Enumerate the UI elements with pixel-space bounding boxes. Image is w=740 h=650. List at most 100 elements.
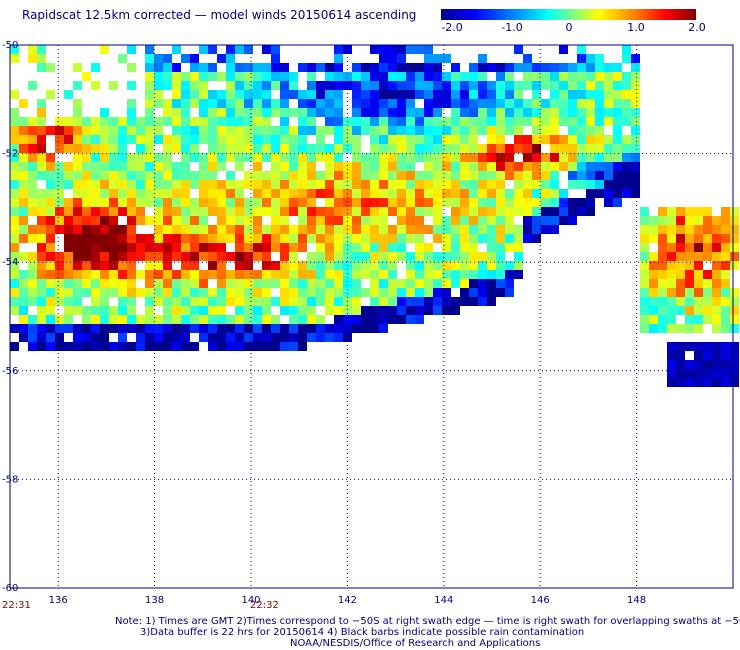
swath-cell [163,261,172,270]
swath-cell [190,243,199,252]
swath-cell [577,63,586,72]
swath-cell [271,234,280,243]
swath-cell [163,198,172,207]
swath-cell [190,288,199,297]
swath-cell [91,135,100,144]
swath-cell [334,225,343,234]
swath-cell [55,315,64,324]
swath-cell [415,279,424,288]
swath-cell [433,162,442,171]
swath-cell [487,180,496,189]
swath-cell [145,144,154,153]
swath-cell [406,297,415,306]
swath-cell [28,189,37,198]
swath-cell [550,180,559,189]
swath-cell [352,63,361,72]
swath-cell [217,270,226,279]
swath-cell [73,135,82,144]
swath-cell [442,54,451,63]
swath-cell [298,261,307,270]
swath-cell [244,72,253,81]
swath-cell [388,45,397,54]
swath-cell [109,144,118,153]
swath-cell [685,360,694,369]
swath-cell [352,135,361,144]
swath-cell [253,108,262,117]
swath-cell [181,162,190,171]
swath-cell [199,279,208,288]
swath-cell [433,270,442,279]
swath-cell [442,162,451,171]
swath-cell [514,162,523,171]
swath-cell [181,306,190,315]
swath-cell [523,198,532,207]
swath-cell [289,135,298,144]
swath-cell [190,198,199,207]
swath-cell [406,171,415,180]
swath-cell [289,90,298,99]
swath-cell [676,270,685,279]
swath-cell [325,252,334,261]
swath-cell [667,207,676,216]
swath-cell [595,117,604,126]
swath-cell [370,135,379,144]
swath-cell [451,153,460,162]
swath-cell [253,216,262,225]
swath-cell [280,279,289,288]
swath-cell [145,189,154,198]
swath-cell [415,243,424,252]
swath-cell [109,261,118,270]
swath-cell [208,72,217,81]
swath-cell [433,288,442,297]
swath-cell [82,234,91,243]
swath-cell [532,81,541,90]
swath-cell [406,225,415,234]
swath-cell [100,144,109,153]
swath-cell [343,315,352,324]
swath-cell [163,234,172,243]
swath-cell [397,162,406,171]
swath-cell [307,225,316,234]
swath-cell [667,315,676,324]
swath-cell [694,234,703,243]
swath-cell [145,108,154,117]
swath-cell [667,216,676,225]
swath-cell [433,63,442,72]
swath-cell [667,378,676,387]
swath-cell [244,153,253,162]
swath-cell [154,162,163,171]
swath-cell [541,216,550,225]
swath-cell [676,369,685,378]
swath-cell [361,207,370,216]
swath-cell [208,243,217,252]
swath-cell [631,99,640,108]
swath-cell [631,117,640,126]
swath-cell [154,153,163,162]
swath-cell [235,180,244,189]
swath-cell [352,171,361,180]
swath-cell [136,324,145,333]
swath-cell [649,279,658,288]
swath-cell [433,306,442,315]
swath-cell [487,90,496,99]
swath-cell [226,144,235,153]
swath-cell [280,144,289,153]
swath-cell [280,234,289,243]
swath-cell [514,99,523,108]
swath-cell [316,189,325,198]
swath-cell [271,135,280,144]
swath-cell [109,252,118,261]
swath-cell [280,306,289,315]
swath-cell [37,324,46,333]
swath-cell [235,189,244,198]
swath-cell [298,63,307,72]
swath-cell [442,216,451,225]
swath-cell [442,297,451,306]
swath-cell [406,144,415,153]
swath-cell [271,144,280,153]
swath-cell [73,288,82,297]
swath-cell [469,99,478,108]
swath-cell [136,333,145,342]
swath-cell [442,99,451,108]
swath-cell [226,216,235,225]
